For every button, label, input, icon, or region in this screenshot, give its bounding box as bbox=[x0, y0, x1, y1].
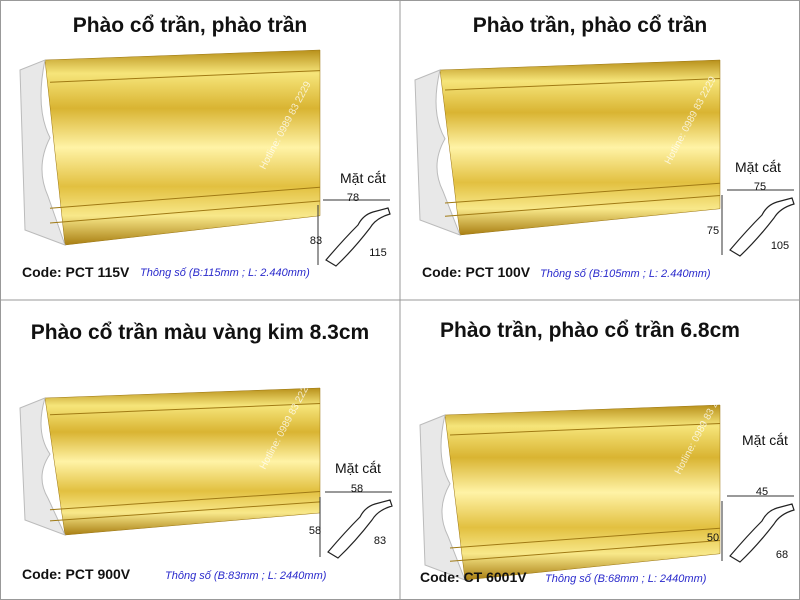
groove bbox=[444, 77, 721, 91]
panel-title: Phào trần, phào cổ trần 6.8cm bbox=[440, 319, 740, 342]
dimension: 83 bbox=[374, 535, 386, 547]
dimension: 58 bbox=[309, 525, 321, 537]
panel-title: Phào cổ trần màu vàng kim 8.3cm bbox=[31, 321, 369, 344]
dimension: 75 bbox=[754, 181, 766, 193]
molding-end bbox=[419, 414, 466, 581]
groove bbox=[49, 186, 321, 209]
spec: Thông số (B:115mm ; L: 2.440mm) bbox=[140, 267, 310, 279]
dimension: 78 bbox=[347, 192, 359, 204]
spec: Thông số (B:68mm ; L: 2440mm) bbox=[545, 573, 707, 585]
groove bbox=[49, 403, 321, 416]
product-code: Code: PCT 100V bbox=[422, 264, 531, 280]
panel-title: Phào cổ trần, phào trần bbox=[73, 14, 308, 37]
groove bbox=[49, 200, 321, 224]
molding bbox=[439, 59, 721, 236]
product-code: Code: CT 6001V bbox=[420, 569, 527, 585]
dimension: 58 bbox=[351, 483, 363, 495]
molding-end bbox=[414, 69, 461, 236]
section-label: Mặt cắt bbox=[335, 460, 381, 476]
section-label: Mặt cắt bbox=[742, 432, 788, 448]
groove bbox=[449, 527, 721, 549]
groove bbox=[449, 540, 721, 562]
groove bbox=[449, 422, 721, 436]
dimension: 75 bbox=[707, 225, 719, 237]
groove bbox=[49, 70, 321, 83]
groove bbox=[49, 501, 321, 522]
groove bbox=[444, 195, 721, 217]
molding-end bbox=[19, 59, 66, 246]
section-label: Mặt cắt bbox=[340, 170, 386, 186]
product-code: Code: PCT 115V bbox=[22, 264, 130, 280]
molding bbox=[444, 404, 721, 581]
profile bbox=[729, 197, 795, 257]
dimension: 50 bbox=[707, 532, 719, 544]
groove bbox=[444, 182, 721, 204]
molding bbox=[44, 49, 321, 246]
panel-title: Phào trần, phào cổ trần bbox=[473, 14, 708, 37]
profile bbox=[325, 207, 391, 267]
spec: Thông số (B:105mm ; L: 2.440mm) bbox=[540, 268, 711, 280]
dimension: 68 bbox=[776, 549, 788, 561]
product-code: Code: PCT 900V bbox=[22, 566, 131, 582]
groove bbox=[49, 490, 321, 511]
section-label: Mặt cắt bbox=[735, 159, 781, 175]
profile bbox=[729, 503, 795, 563]
molding bbox=[44, 387, 321, 536]
dimension: 45 bbox=[756, 486, 768, 498]
molding-end bbox=[19, 397, 66, 536]
spec: Thông số (B:83mm ; L: 2440mm) bbox=[165, 570, 327, 582]
dimension: 83 bbox=[310, 235, 322, 247]
dimension: 115 bbox=[369, 247, 387, 259]
profile bbox=[327, 499, 393, 559]
dimension: 105 bbox=[771, 240, 789, 252]
